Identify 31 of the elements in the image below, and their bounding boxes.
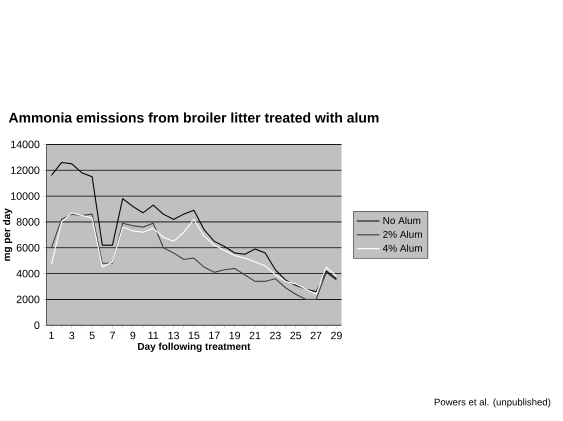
x-tick-label: 17	[209, 332, 220, 340]
legend-label: 2% Alum	[383, 230, 422, 238]
x-tick-label: 15	[188, 332, 200, 340]
y-axis-title: mg per day	[2, 208, 12, 261]
x-tick-label: 9	[130, 332, 136, 340]
x-tick-label: 29	[331, 332, 342, 340]
x-tick-label: 21	[250, 332, 260, 340]
x-axis-title: Day following treatment	[138, 342, 250, 352]
y-tick-label: 10000	[11, 192, 40, 200]
legend-label: No Alum	[383, 216, 420, 224]
x-tick-label: 3	[69, 332, 74, 340]
x-tick-label: 25	[290, 332, 302, 340]
chart-title: Ammonia emissions from broiler litter treated with alum	[8, 112, 378, 123]
x-tick-label: 19	[230, 332, 240, 340]
x-tick-label: 1	[49, 332, 54, 340]
legend-label: 4% Alum	[382, 244, 422, 252]
x-tick-label: 27	[310, 332, 322, 340]
line-series	[50, 162, 337, 292]
y-tick-label: 6000	[16, 244, 40, 252]
x-tick-label: 13	[168, 332, 180, 340]
x-tick-label: 11	[148, 332, 158, 340]
y-tick-label: 14000	[11, 140, 40, 148]
y-tick-label: 2000	[16, 296, 40, 304]
x-tick-label: 7	[110, 332, 115, 340]
y-tick-label: 12000	[11, 166, 40, 174]
y-tick-label: 4000	[16, 270, 40, 278]
y-tick-label: 8000	[16, 218, 40, 226]
x-tick-label: 23	[270, 332, 281, 340]
y-tick-label: 0	[34, 322, 40, 330]
text: Powers et al. (unpublished)	[434, 398, 550, 408]
x-tick-label: 5	[90, 332, 95, 340]
